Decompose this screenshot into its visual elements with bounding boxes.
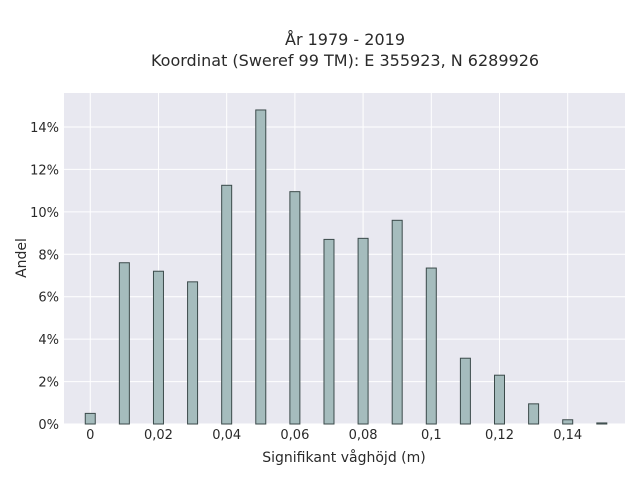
- y-tick-label: 12%: [30, 163, 59, 178]
- x-tick-label: 0: [86, 428, 94, 443]
- x-axis-label: Signifikant våghöjd (m): [262, 449, 425, 466]
- y-tick-label: 0%: [38, 418, 59, 433]
- x-tick-labels: 0 0,02 0,04 0,06 0,08 0,1 0,12 0,14: [86, 428, 582, 443]
- y-tick-label: 6%: [38, 291, 59, 306]
- bar: [221, 184, 233, 425]
- bar: [596, 422, 608, 425]
- bar: [528, 403, 540, 425]
- y-axis-label: Andel: [14, 238, 30, 278]
- bar: [459, 357, 471, 425]
- x-tick-label: 0,04: [212, 428, 241, 443]
- bar: [357, 237, 369, 425]
- y-tick-label: 4%: [38, 333, 59, 348]
- bar: [255, 109, 267, 425]
- bar: [391, 219, 403, 425]
- bar: [323, 238, 335, 425]
- bar: [118, 262, 130, 425]
- bars: [84, 109, 608, 425]
- bar: [152, 270, 164, 425]
- bar: [84, 412, 96, 425]
- bar: [425, 267, 437, 425]
- y-tick-labels: 0% 2% 4% 6% 8% 10% 12% 14%: [30, 121, 59, 433]
- bar: [562, 419, 574, 425]
- y-tick-label: 10%: [30, 206, 59, 221]
- x-tick-label: 0,1: [421, 428, 442, 443]
- chart-title: År 1979 - 2019: [285, 30, 405, 49]
- bar: [187, 281, 199, 425]
- x-tick-label: 0,06: [280, 428, 309, 443]
- bar: [493, 374, 505, 425]
- x-tick-label: 0,08: [349, 428, 378, 443]
- y-tick-label: 2%: [38, 376, 59, 391]
- x-tick-label: 0,02: [144, 428, 173, 443]
- y-tick-label: 8%: [38, 248, 59, 263]
- chart-subtitle: Koordinat (Sweref 99 TM): E 355923, N 62…: [151, 51, 539, 70]
- x-tick-label: 0,12: [485, 428, 514, 443]
- plot-area: [64, 93, 625, 424]
- x-tick-label: 0,14: [553, 428, 582, 443]
- bar: [289, 191, 301, 425]
- y-tick-label: 14%: [30, 121, 59, 136]
